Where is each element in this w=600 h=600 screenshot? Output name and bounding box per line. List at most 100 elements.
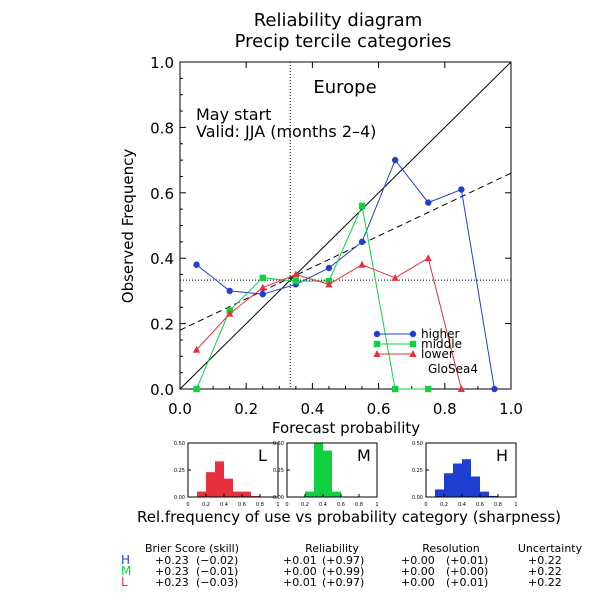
legend-marker-middle <box>373 340 381 348</box>
point-lower <box>192 345 201 353</box>
hist-bar <box>332 491 341 497</box>
no-skill-line <box>179 172 512 331</box>
point-higher <box>325 264 333 272</box>
hist-y-tick-label: 0.25 <box>174 468 185 474</box>
point-higher <box>391 156 399 164</box>
series-lower <box>192 254 465 392</box>
hist-y-tick-label: 0.00 <box>174 495 185 501</box>
hist-x-tick-label: 0.2 <box>440 502 448 508</box>
point-lower <box>424 254 432 262</box>
title-line-1: Reliability diagram <box>254 10 423 31</box>
legend-marker-middle <box>409 340 417 348</box>
point-lower <box>325 280 333 288</box>
score-header: Reliability <box>305 542 359 555</box>
histogram-M: 0.00 0.25 0.50 0 0.2 0.4 0.6 0.8 1 M <box>273 441 379 508</box>
point-lower <box>457 385 465 392</box>
y-tick-label: 0.2 <box>150 316 174 334</box>
hist-bar <box>435 489 444 497</box>
score-cell: +0.00 <box>401 565 435 578</box>
legend-marker-lower <box>409 350 417 357</box>
point-middle <box>358 202 366 210</box>
sharpness-caption: Rel.frequency of use vs probability cate… <box>137 508 561 526</box>
hist-y-tick-label: 0.50 <box>174 441 185 447</box>
hist-panel-label: L <box>258 446 267 465</box>
point-lower <box>292 270 300 278</box>
score-cell: (+0.99) <box>322 565 364 578</box>
hist-x-tick-label: 0.2 <box>202 502 210 508</box>
hist-bar <box>314 443 323 497</box>
legend-label-middle: middle <box>421 337 462 351</box>
score-cell: (−0.01) <box>196 565 238 578</box>
score-cell: (+0.01) <box>446 576 488 589</box>
valid-label: Valid: JJA (months 2–4) <box>196 122 376 141</box>
point-lower <box>226 309 234 317</box>
hist-bar <box>206 472 215 497</box>
hist-x-tick-label: 0.4 <box>458 502 466 508</box>
score-table: Brier Score (skill) Reliability Resolution… <box>121 542 583 589</box>
y-tick-label: 0.8 <box>150 119 174 137</box>
point-higher <box>491 385 498 393</box>
series-line-lower <box>196 257 462 390</box>
hist-bar <box>233 491 242 497</box>
legend-marker-higher <box>409 330 417 338</box>
hist-bar <box>251 495 260 497</box>
point-lower <box>259 283 267 291</box>
y-axis-label: Observed Frequency <box>119 149 137 304</box>
hist-x-tick-label: 0.6 <box>476 502 484 508</box>
hist-bar <box>305 491 314 497</box>
histogram-H: 0.00 0.25 0.50 0 0.2 0.4 0.6 0.8 1 H <box>412 441 518 508</box>
sharpness-histograms: 0.00 0.25 0.50 0 0.2 0.4 0.6 0.8 1 L 0.00 0.25 0.50 0… <box>174 441 518 508</box>
hist-bar <box>197 491 206 497</box>
x-tick-label: 0.6 <box>367 400 391 418</box>
point-higher <box>259 290 266 298</box>
score-cell: +0.23 <box>155 554 189 567</box>
point-lower <box>358 260 366 268</box>
legend-marker-higher <box>373 330 381 338</box>
score-row-M: M +0.23 (−0.01) +0.00 (+0.99) +0.00 (+0.00) +0.… <box>121 564 562 578</box>
x-tick-label: 1.0 <box>499 400 523 418</box>
hist-bar <box>215 461 224 497</box>
score-cell: (−0.02) <box>196 554 238 567</box>
hist-y-tick-label: 0.25 <box>273 468 284 474</box>
point-middle <box>425 385 432 393</box>
hist-y-tick-label: 0.50 <box>273 441 284 447</box>
x-tick-label: 0.0 <box>168 400 192 418</box>
score-row-H: H +0.23 (−0.02) +0.01 (+0.97) +0.00 (+0.01) +0.… <box>121 553 562 567</box>
series-higher <box>193 156 498 393</box>
hist-x-tick-label: 1 <box>375 502 378 508</box>
hist-x-tick-label: 0.2 <box>301 502 309 508</box>
hist-bar <box>323 450 332 497</box>
score-row-key: M <box>121 564 131 578</box>
title-line-2: Precip tercile categories <box>235 31 452 52</box>
hist-x-tick-label: 0.8 <box>256 502 264 508</box>
point-middle <box>193 385 200 393</box>
hist-bar <box>462 459 471 497</box>
point-higher <box>458 186 465 193</box>
score-row-L: L +0.23 (−0.03) +0.01 (+0.97) +0.00 (+0.01) +0.… <box>121 575 562 589</box>
score-cell: +0.01 <box>283 576 317 589</box>
hist-y-tick-label: 0.00 <box>412 495 423 501</box>
hist-y-tick-label: 0.50 <box>412 441 423 447</box>
score-cell: (+0.01) <box>446 554 488 567</box>
hist-x-tick-label: 0 <box>186 502 189 508</box>
hist-bar <box>242 491 251 497</box>
score-row-key: L <box>121 575 128 589</box>
score-header: Resolution <box>422 542 480 555</box>
y-tick-label: 0.6 <box>150 185 174 203</box>
score-cell: (+0.97) <box>322 576 364 589</box>
hist-x-tick-label: 0 <box>285 502 288 508</box>
perfect-reliability-line <box>179 61 512 390</box>
point-middle <box>259 274 266 282</box>
score-header: Brier Score (skill) <box>145 542 239 555</box>
score-cell: +0.22 <box>528 554 562 567</box>
point-higher <box>193 261 200 268</box>
series-line-higher <box>196 159 495 390</box>
score-cell: +0.01 <box>283 554 317 567</box>
y-tick-label: 0.0 <box>150 381 174 399</box>
score-cell: +0.00 <box>401 554 435 567</box>
hist-bar <box>453 463 462 497</box>
score-cell: (+0.97) <box>322 554 364 567</box>
legend-label-higher: higher <box>421 327 460 341</box>
